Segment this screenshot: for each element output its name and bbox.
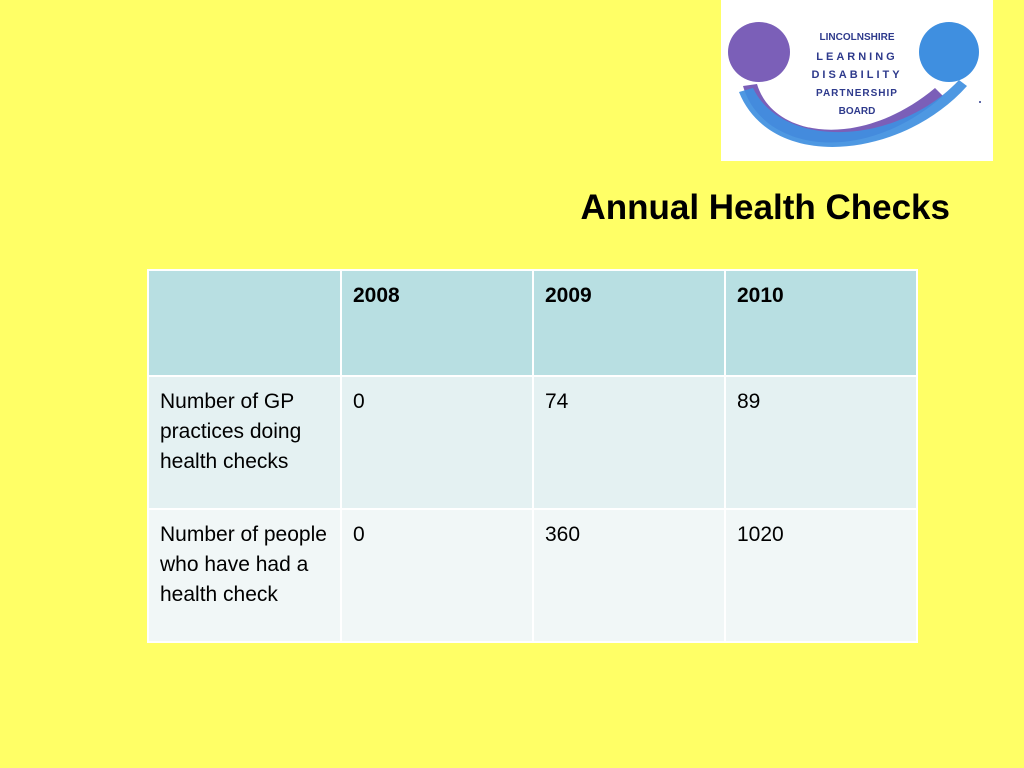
logo-purple-head-icon [728, 22, 790, 82]
health-checks-table: 2008 2009 2010 Number of GP practices do… [147, 269, 918, 643]
table-cell: 74 [532, 375, 726, 510]
table-cell: 89 [724, 375, 918, 510]
logo-line-1: LINCOLNSHIRE [820, 32, 895, 43]
table-header-cell: 2009 [532, 269, 726, 377]
logo-line-2: LEARNING [816, 51, 897, 63]
table-cell: 0 [340, 375, 534, 510]
row-label-cell: Number of GP practices doing health chec… [147, 375, 342, 510]
logo-graphic: LINCOLNSHIRE LEARNING DISABILITY PARTNER… [728, 22, 981, 147]
partnership-board-logo: LINCOLNSHIRE LEARNING DISABILITY PARTNER… [721, 0, 993, 161]
table-header-cell: 2010 [724, 269, 918, 377]
logo-line-3: DISABILITY [811, 69, 902, 81]
logo-blue-head-icon [919, 22, 979, 82]
logo-dot-icon [979, 101, 981, 103]
table-cell: 360 [532, 508, 726, 643]
table-cell: 1020 [724, 508, 918, 643]
logo-line-5: BOARD [839, 106, 876, 117]
table-row: Number of GP practices doing health chec… [147, 375, 918, 510]
table-header-cell-empty [147, 269, 342, 377]
table-cell: 0 [340, 508, 534, 643]
table-header-row: 2008 2009 2010 [147, 269, 918, 377]
logo-blue-arm-icon [739, 80, 967, 147]
table-row: Number of people who have had a health c… [147, 508, 918, 643]
logo-line-4: PARTNERSHIP [816, 88, 898, 99]
table-header-cell: 2008 [340, 269, 534, 377]
row-label-cell: Number of people who have had a health c… [147, 508, 342, 643]
slide-title: Annual Health Checks [580, 188, 950, 227]
